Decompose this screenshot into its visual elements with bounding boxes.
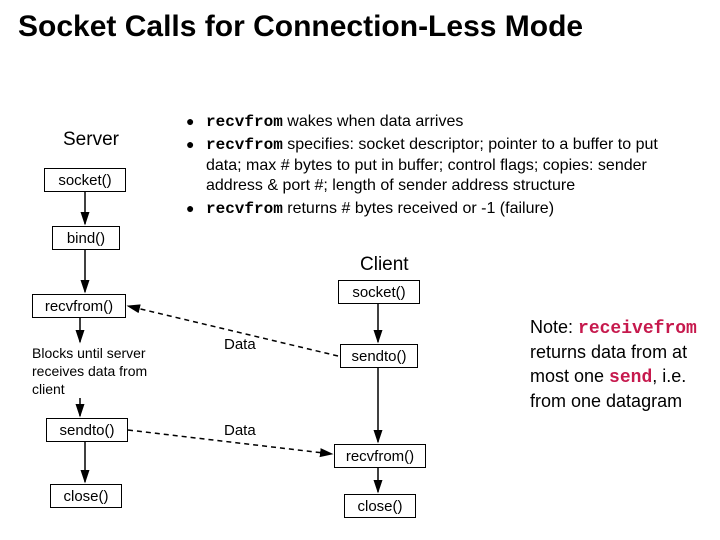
note-pre: Note: bbox=[530, 317, 578, 337]
bullet-3: ● recvfrom returns # bytes received or -… bbox=[186, 199, 696, 220]
slide-title: Socket Calls for Connection-Less Mode bbox=[0, 0, 720, 45]
data-label-1: Data bbox=[224, 336, 256, 353]
client-close-box: close() bbox=[344, 494, 416, 518]
bullet-dot: ● bbox=[186, 199, 206, 220]
bullet-dot: ● bbox=[186, 135, 206, 197]
client-socket-box: socket() bbox=[338, 280, 420, 304]
bullet-2: ● recvfrom specifies: socket descriptor;… bbox=[186, 135, 696, 197]
blocking-note: Blocks until server receives data from c… bbox=[32, 344, 182, 399]
note-code-1: receivefrom bbox=[578, 319, 697, 339]
bullets-area: ● recvfrom wakes when data arrives ● rec… bbox=[186, 112, 696, 222]
data-label-2: Data bbox=[224, 422, 256, 439]
code-span: recvfrom bbox=[206, 200, 283, 218]
server-socket-box: socket() bbox=[44, 168, 126, 192]
code-span: recvfrom bbox=[206, 113, 283, 131]
bullet-1: ● recvfrom wakes when data arrives bbox=[186, 112, 696, 133]
client-column-label: Client bbox=[360, 254, 409, 276]
server-column-label: Server bbox=[63, 129, 119, 151]
bullet-dot: ● bbox=[186, 112, 206, 133]
server-bind-box: bind() bbox=[52, 226, 120, 250]
server-close-box: close() bbox=[50, 484, 122, 508]
bullet-text: returns # bytes received or -1 (failure) bbox=[283, 200, 554, 217]
client-sendto-box: sendto() bbox=[340, 344, 418, 368]
note-code-2: send bbox=[609, 368, 652, 388]
server-recvfrom-box: recvfrom() bbox=[32, 294, 126, 318]
server-sendto-box: sendto() bbox=[46, 418, 128, 442]
code-span: recvfrom bbox=[206, 136, 283, 154]
side-note: Note: receivefrom returns data from at m… bbox=[530, 316, 700, 414]
bullet-text: wakes when data arrives bbox=[283, 113, 464, 130]
client-recvfrom-box: recvfrom() bbox=[334, 444, 426, 468]
